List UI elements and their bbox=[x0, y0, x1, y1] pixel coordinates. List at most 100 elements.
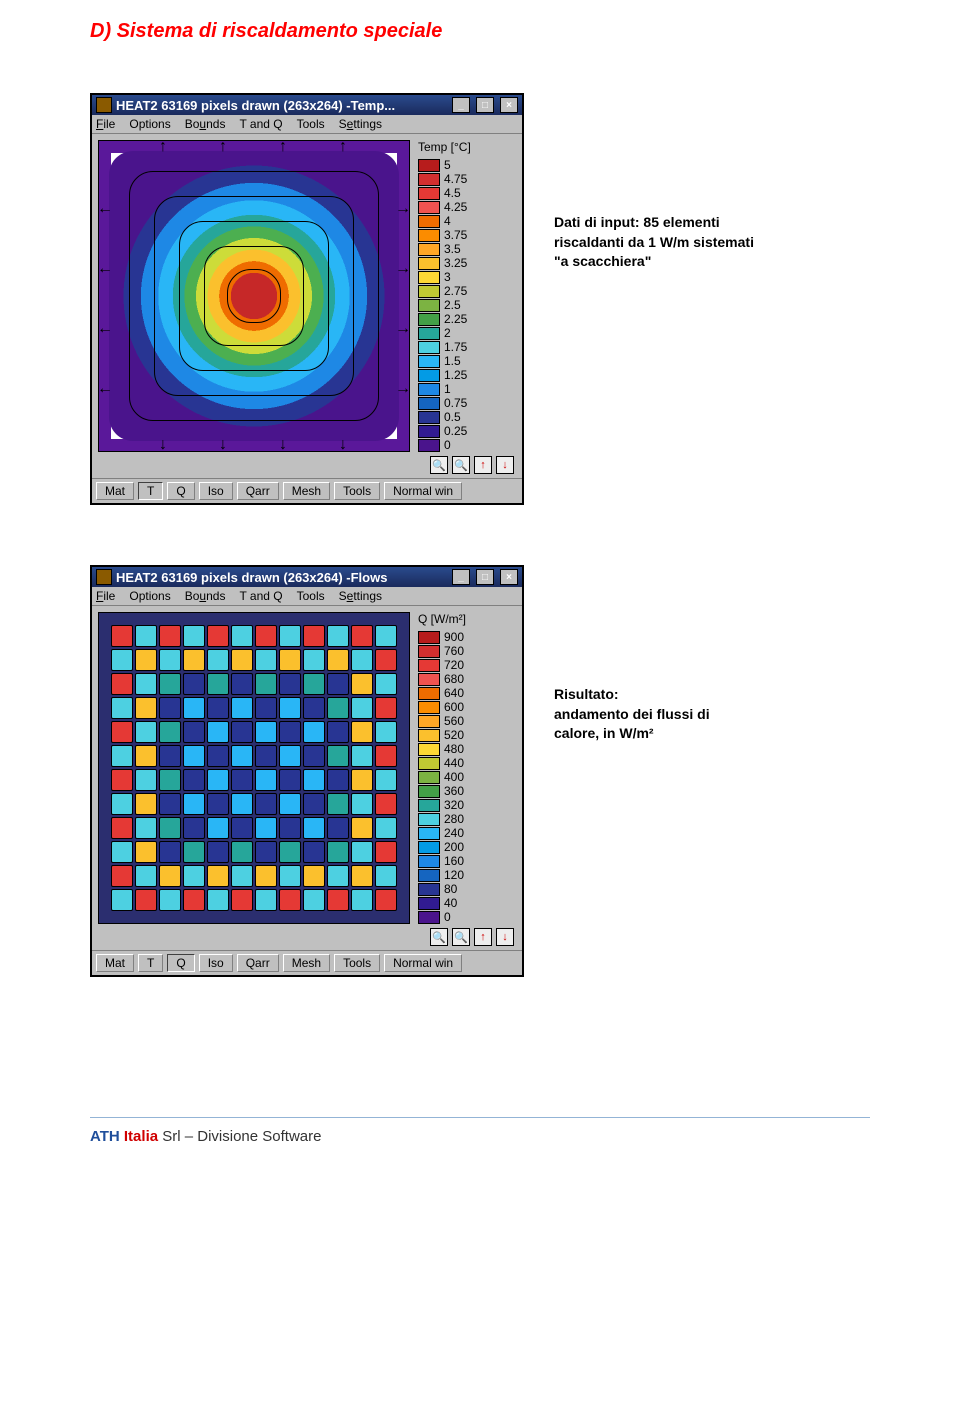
status-tab-tools[interactable]: Tools bbox=[334, 482, 380, 500]
legend-value: 40 bbox=[444, 896, 457, 910]
flow-cell bbox=[135, 721, 157, 743]
menu-tandq[interactable]: T and Q bbox=[239, 117, 282, 131]
arrow-down-icon[interactable]: ↓ bbox=[496, 456, 514, 474]
legend-swatch bbox=[418, 827, 440, 840]
menu-options[interactable]: Options bbox=[129, 589, 170, 603]
legend-row: 480 bbox=[418, 742, 464, 756]
flow-cell bbox=[351, 697, 373, 719]
flow-cell bbox=[183, 721, 205, 743]
flow-cell bbox=[279, 649, 301, 671]
legend-value: 400 bbox=[444, 770, 464, 784]
legend-swatch bbox=[418, 687, 440, 700]
flow-cell bbox=[255, 697, 277, 719]
flow-cell bbox=[375, 841, 397, 863]
maximize-button[interactable]: □ bbox=[476, 97, 494, 113]
menu-options[interactable]: Options bbox=[129, 117, 170, 131]
zoom-out-icon[interactable]: 🔍 bbox=[430, 928, 448, 946]
status-tab-q[interactable]: Q bbox=[167, 954, 194, 972]
flow-cell bbox=[135, 817, 157, 839]
flow-cell bbox=[207, 841, 229, 863]
flow-cell bbox=[279, 673, 301, 695]
legend-value: 3.5 bbox=[444, 242, 461, 256]
menu-bounds[interactable]: Bounds bbox=[185, 117, 226, 131]
menu-tandq[interactable]: T and Q bbox=[239, 589, 282, 603]
legend-value: 440 bbox=[444, 756, 464, 770]
menu-tools[interactable]: Tools bbox=[297, 117, 325, 131]
flow-cell bbox=[135, 793, 157, 815]
minimize-button[interactable]: _ bbox=[452, 97, 470, 113]
status-tab-iso[interactable]: Iso bbox=[199, 954, 233, 972]
status-tab-mat[interactable]: Mat bbox=[96, 482, 134, 500]
legend-swatch bbox=[418, 299, 440, 312]
close-button[interactable]: × bbox=[500, 97, 518, 113]
flow-cell bbox=[111, 649, 133, 671]
arrow-up-icon[interactable]: ↑ bbox=[474, 928, 492, 946]
result-text: andamento dei flussi di calore, in W/m² bbox=[554, 706, 710, 742]
legend-row: 4.5 bbox=[418, 186, 467, 200]
flow-cell bbox=[279, 865, 301, 887]
close-button[interactable]: × bbox=[500, 569, 518, 585]
flow-cell bbox=[135, 745, 157, 767]
menu-file[interactable]: File bbox=[96, 589, 115, 603]
status-tab-normal-win[interactable]: Normal win bbox=[384, 482, 462, 500]
flow-cell bbox=[255, 745, 277, 767]
status-tab-qarr[interactable]: Qarr bbox=[237, 954, 279, 972]
zoom-out-icon[interactable]: 🔍 bbox=[430, 456, 448, 474]
flow-cell bbox=[375, 745, 397, 767]
legend-row: 4 bbox=[418, 214, 467, 228]
legend-value: 5 bbox=[444, 158, 451, 172]
flow-cell bbox=[207, 865, 229, 887]
status-tab-qarr[interactable]: Qarr bbox=[237, 482, 279, 500]
legend-value: 1.5 bbox=[444, 354, 461, 368]
status-tab-t[interactable]: T bbox=[138, 482, 163, 500]
legend-value: 4 bbox=[444, 214, 451, 228]
status-tab-mesh[interactable]: Mesh bbox=[283, 482, 330, 500]
flow-cell bbox=[351, 649, 373, 671]
status-tab-mesh[interactable]: Mesh bbox=[283, 954, 330, 972]
flow-cell bbox=[183, 793, 205, 815]
flow-cell bbox=[375, 625, 397, 647]
flow-cell bbox=[303, 745, 325, 767]
status-tab-normal-win[interactable]: Normal win bbox=[384, 954, 462, 972]
zoom-in-icon[interactable]: 🔍 bbox=[452, 456, 470, 474]
flow-cell bbox=[207, 745, 229, 767]
menu-settings[interactable]: Settings bbox=[339, 117, 382, 131]
menu-settings[interactable]: Settings bbox=[339, 589, 382, 603]
status-tab-q[interactable]: Q bbox=[167, 482, 194, 500]
titlebar: HEAT2 63169 pixels drawn (263x264) -Temp… bbox=[92, 95, 522, 115]
status-tab-tools[interactable]: Tools bbox=[334, 954, 380, 972]
zoom-in-icon[interactable]: 🔍 bbox=[452, 928, 470, 946]
flow-cell bbox=[255, 889, 277, 911]
legend-swatch bbox=[418, 757, 440, 770]
flow-cell bbox=[111, 865, 133, 887]
arrow-up-icon[interactable]: ↑ bbox=[474, 456, 492, 474]
flow-cell bbox=[303, 769, 325, 791]
flow-cell bbox=[255, 649, 277, 671]
flow-cell bbox=[303, 793, 325, 815]
menu-tools[interactable]: Tools bbox=[297, 589, 325, 603]
status-tab-t[interactable]: T bbox=[138, 954, 163, 972]
temp-plot: ↑ ↑ ↑ ↑ ↓ ↓ ↓ ↓ ← ← ← ← → → → → bbox=[98, 140, 410, 452]
legend-value: 640 bbox=[444, 686, 464, 700]
flow-cell bbox=[255, 793, 277, 815]
menu-file[interactable]: File bbox=[96, 117, 115, 131]
status-tab-mat[interactable]: Mat bbox=[96, 954, 134, 972]
arrow-down-icon[interactable]: ↓ bbox=[496, 928, 514, 946]
flow-cell bbox=[327, 745, 349, 767]
flow-cell bbox=[327, 841, 349, 863]
legend-swatch bbox=[418, 841, 440, 854]
legend-value: 520 bbox=[444, 728, 464, 742]
flow-cell bbox=[231, 865, 253, 887]
maximize-button[interactable]: □ bbox=[476, 569, 494, 585]
legend-row: 520 bbox=[418, 728, 464, 742]
flow-cell bbox=[279, 769, 301, 791]
flow-cell bbox=[375, 649, 397, 671]
flow-cell bbox=[111, 745, 133, 767]
menu-bounds[interactable]: Bounds bbox=[185, 589, 226, 603]
status-tab-iso[interactable]: Iso bbox=[199, 482, 233, 500]
legend-row: 3.25 bbox=[418, 256, 467, 270]
flow-cell bbox=[375, 817, 397, 839]
legend-swatch bbox=[418, 201, 440, 214]
minimize-button[interactable]: _ bbox=[452, 569, 470, 585]
legend-swatch bbox=[418, 631, 440, 644]
